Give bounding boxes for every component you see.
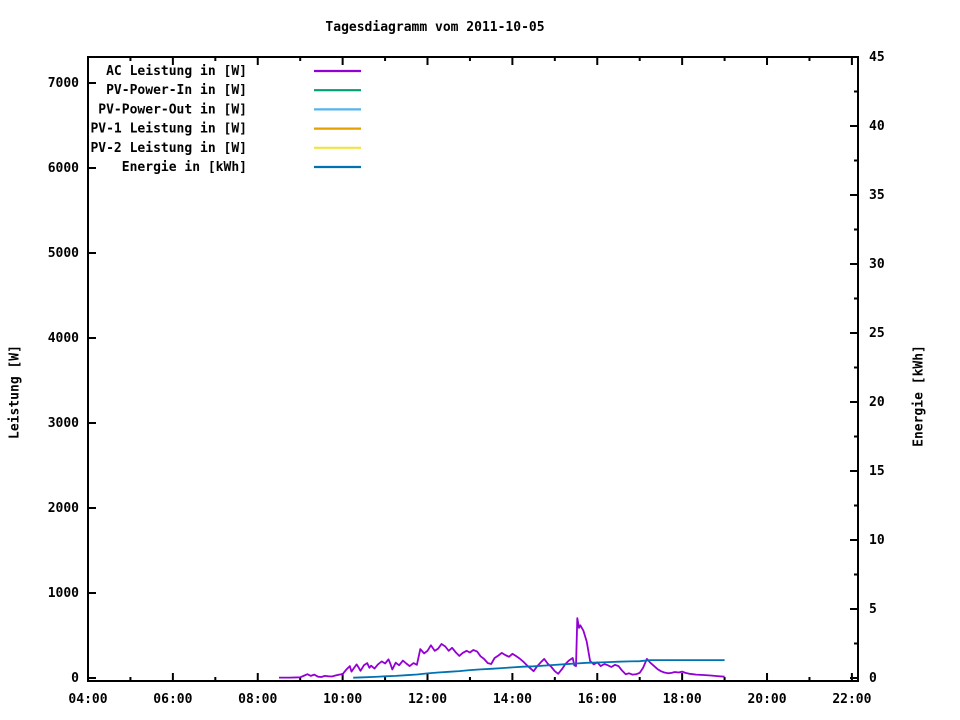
y-right-tick-label: 40 xyxy=(869,119,885,134)
x-tick-label: 06:00 xyxy=(153,692,192,707)
y-right-tick-label: 20 xyxy=(869,395,885,410)
legend-label-2: PV-Power-Out in [W] xyxy=(98,102,247,117)
chart-title: Tagesdiagramm vom 2011-10-05 xyxy=(325,20,545,35)
y-right-tick-label: 15 xyxy=(869,464,885,479)
y-left-tick-label: 1000 xyxy=(48,586,79,601)
y-left-tick-label: 5000 xyxy=(48,246,79,261)
y-right-tick-label: 35 xyxy=(869,188,885,203)
y-left-tick-label: 2000 xyxy=(48,501,79,516)
y-left-tick-label: 7000 xyxy=(48,76,79,91)
y-right-tick-label: 30 xyxy=(869,257,885,272)
legend-label-5: Energie in [kWh] xyxy=(122,160,247,175)
y-right-tick-label: 5 xyxy=(869,602,877,617)
x-tick-label: 04:00 xyxy=(68,692,107,707)
x-tick-label: 18:00 xyxy=(663,692,702,707)
series-line-5 xyxy=(353,659,725,679)
x-tick-label: 14:00 xyxy=(493,692,532,707)
x-tick-label: 22:00 xyxy=(832,692,871,707)
x-tick-label: 10:00 xyxy=(323,692,362,707)
legend-label-3: PV-1 Leistung in [W] xyxy=(90,122,247,137)
y-right-tick-label: 25 xyxy=(869,326,885,341)
plot-border xyxy=(87,56,859,682)
x-tick-label: 12:00 xyxy=(408,692,447,707)
x-tick-label: 20:00 xyxy=(747,692,786,707)
x-tick-label: 16:00 xyxy=(578,692,617,707)
y-left-tick-label: 4000 xyxy=(48,331,79,346)
y-right-tick-label: 45 xyxy=(869,50,885,65)
y-right-tick-label: 0 xyxy=(869,671,877,686)
legend-label-4: PV-2 Leistung in [W] xyxy=(90,141,247,156)
y-left-tick-label: 0 xyxy=(71,671,79,686)
left-axis-title: Leistung [W] xyxy=(7,345,23,439)
legend-label-0: AC Leistung in [W] xyxy=(106,64,247,79)
right-axis-title: Energie [kWh] xyxy=(911,345,927,447)
series-line-0 xyxy=(279,617,725,679)
y-right-tick-label: 10 xyxy=(869,533,885,548)
y-left-tick-label: 6000 xyxy=(48,161,79,176)
y-left-tick-label: 3000 xyxy=(48,416,79,431)
legend-label-1: PV-Power-In in [W] xyxy=(106,83,247,98)
x-tick-label: 08:00 xyxy=(238,692,277,707)
